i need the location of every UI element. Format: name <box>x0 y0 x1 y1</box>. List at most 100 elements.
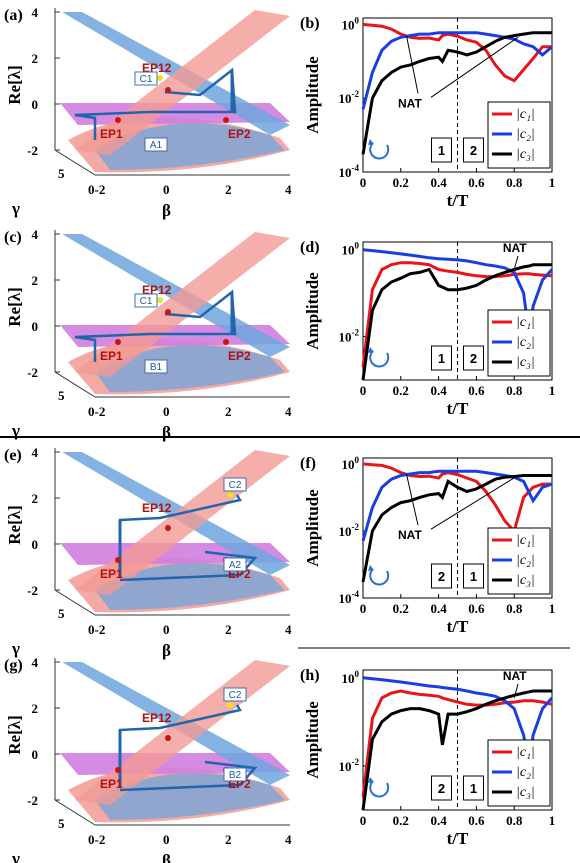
path-tag-label: A1 <box>150 140 163 151</box>
loop-order-box <box>431 137 452 163</box>
x-tick-label: 1 <box>549 601 556 616</box>
exceptional-point-label: EP1 <box>100 567 123 581</box>
beta-tick-label: 2 <box>225 622 232 637</box>
y-axis-label: Amplitude <box>303 56 322 134</box>
exceptional-point-label: EP1 <box>100 777 123 791</box>
path-tag-box <box>223 557 247 572</box>
path-tag-box <box>134 71 158 86</box>
x-tick-label: 0.2 <box>393 601 409 616</box>
red-diagonal-surface <box>75 232 290 377</box>
panel-letter: (a) <box>4 7 23 24</box>
loop-order-box <box>431 345 452 371</box>
loop-order-label: 1 <box>438 143 445 158</box>
panel-2d-h: (h) Amplitude 100 10-2 0 0.2 0.4 0.6 0.8 1 t/T |c₁|… <box>300 667 555 848</box>
z-axis-label: Re[λ] <box>5 715 24 755</box>
x-tick-label: 0.4 <box>430 601 447 616</box>
z-tick-label: 0 <box>32 537 39 552</box>
path-tag-box <box>223 767 247 782</box>
start-point <box>157 297 163 303</box>
x-tick-label: 0.8 <box>506 813 523 828</box>
beta-tick-label: 2 <box>225 182 232 197</box>
gamma-beta-tick-label: 0-2 <box>88 404 105 419</box>
legend-label: |c₁| <box>516 107 535 122</box>
gamma-beta-tick-label: 0-2 <box>88 182 105 197</box>
encircling-path <box>74 289 237 362</box>
panel-letter: (d) <box>300 239 320 256</box>
x-axis-label: t/T <box>447 399 469 418</box>
z-tick-label: -2 <box>27 793 38 808</box>
legend-label: |c₂| <box>516 553 535 568</box>
z-tick-label: -2 <box>27 583 38 598</box>
path-tag-label: B2 <box>229 770 242 781</box>
beta-tick-label: 0 <box>163 832 170 847</box>
beta-axis-label: β <box>162 201 171 220</box>
circulation-arrow-icon <box>368 347 374 353</box>
exceptional-point-marker <box>115 767 121 773</box>
nat-arrow <box>430 36 519 98</box>
nat-annotation: NAT <box>503 241 527 255</box>
loop-order-box <box>463 563 484 589</box>
path-tag-box <box>144 137 168 152</box>
beta-tick-label: 4 <box>285 832 292 847</box>
legend-label: |c₃| <box>516 573 535 588</box>
path-tag-box <box>223 687 247 702</box>
start-point <box>227 702 233 708</box>
exceptional-point-marker <box>115 339 121 345</box>
nat-annotation: NAT <box>503 669 527 683</box>
beta-axis-label: β <box>162 423 171 442</box>
exceptional-point-label: EP12 <box>142 711 172 725</box>
loop-order-label: 1 <box>438 351 445 366</box>
loop-order-box <box>463 775 484 801</box>
nat-annotation: NAT <box>398 96 422 110</box>
gamma-beta-tick-label: 0-2 <box>88 622 105 637</box>
x-axis-label: t/T <box>447 617 469 636</box>
gamma-tick-label: 5 <box>58 816 65 831</box>
x-tick-label: 0.6 <box>468 601 485 616</box>
beta-tick-label: 2 <box>225 832 232 847</box>
series-line-2 <box>361 469 553 542</box>
y-tick-label: 10-2 <box>339 328 360 345</box>
z-tick-label: -2 <box>27 365 38 380</box>
nat-arrow <box>513 255 519 270</box>
x-tick-label: 0 <box>360 175 367 190</box>
panel-letter: (c) <box>4 229 22 246</box>
x-tick-label: 1 <box>549 813 556 828</box>
gamma-tick-label: 5 <box>58 166 65 181</box>
circulation-arrow-icon <box>368 139 374 145</box>
series-line-3 <box>361 263 552 381</box>
z-axis-label: Re[λ] <box>5 287 24 327</box>
loop-order-box <box>431 775 452 801</box>
legend-label: |c₂| <box>516 765 535 780</box>
y-tick-label: 10-2 <box>339 757 360 774</box>
nat-arrow <box>405 473 419 526</box>
x-tick-label: 0.8 <box>506 383 523 398</box>
gamma-beta-tick-label: 0-2 <box>88 832 105 847</box>
x-tick-label: 0.2 <box>393 383 409 398</box>
series-line-3 <box>361 31 552 155</box>
y-tick-label: 100 <box>342 455 360 472</box>
panel-letter: (f) <box>300 455 316 472</box>
z-tick-label: -2 <box>27 143 38 158</box>
x-tick-label: 0.8 <box>506 175 523 190</box>
z-axis-label: Re[λ] <box>5 65 24 105</box>
beta-axis-label: β <box>162 641 171 660</box>
x-axis-label: t/T <box>447 829 469 848</box>
exceptional-point-marker <box>115 557 121 563</box>
panel-2d-f: (f) Amplitude 100 10-2 10-40 0.2 0.4 0.6 0.8 1 t/T… <box>300 455 555 636</box>
start-point <box>157 75 163 81</box>
exceptional-point-marker <box>165 87 171 93</box>
x-tick-label: 0.4 <box>430 175 447 190</box>
beta-tick-label: 0 <box>163 182 170 197</box>
beta-axis-label: β <box>162 851 171 863</box>
legend-label: |c₂| <box>516 335 535 350</box>
path-tag-label: C1 <box>140 296 153 307</box>
legend-label: |c₃| <box>516 785 535 800</box>
gamma-axis <box>54 589 96 616</box>
red-diagonal-surface <box>75 10 290 155</box>
y-axis-label: Amplitude <box>303 272 322 350</box>
beta-tick-label: 4 <box>285 622 292 637</box>
loop-order-label: 1 <box>470 781 477 796</box>
x-tick-label: 0.4 <box>430 383 447 398</box>
beta-tick-label: 0 <box>163 404 170 419</box>
